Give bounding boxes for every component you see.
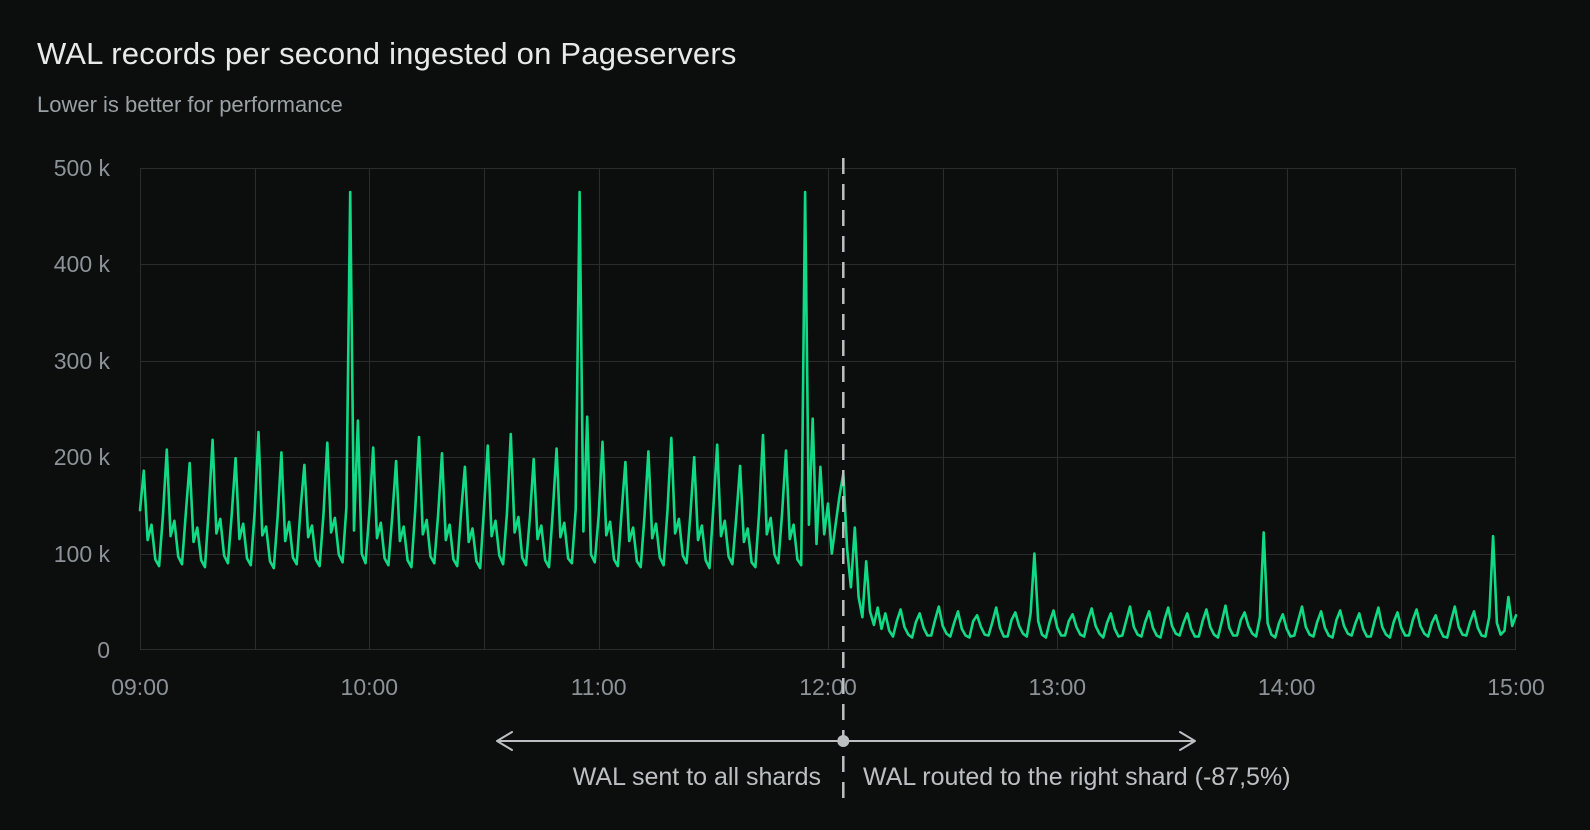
y-tick-label: 500 k [53,155,110,181]
x-tick-label: 11:00 [570,674,627,700]
plot-area [138,158,1518,800]
x-tick-label: 09:00 [111,674,169,700]
annotation-left-label: WAL sent to all shards [572,763,821,791]
y-tick-label: 100 k [53,540,110,567]
x-tick-label: 14:00 [1257,674,1316,700]
y-tick-label: 300 k [53,347,110,374]
y-tick-label: 200 k [53,444,110,471]
x-tick-label: 15:00 [1487,674,1545,700]
arrowhead-right-icon [1179,731,1196,751]
wal-series-line [138,190,1518,639]
annotation-right-label: WAL routed to the right shard (-87,5%) [863,763,1291,791]
x-tick-label: 13:00 [1028,674,1087,700]
x-tick-label: 12:00 [799,674,857,700]
annotation-arrow [496,731,1196,751]
chart-subtitle: Lower is better for performance [37,92,343,117]
divider-dot-icon [837,735,850,747]
gridlines [140,168,1516,650]
arrowhead-left-icon [496,731,513,751]
chart-title: WAL records per second ingested on Pages… [37,36,737,71]
y-tick-label: 0 [97,637,110,663]
y-tick-label: 400 k [53,251,110,278]
plot-border [140,168,1516,650]
x-tick-label: 10:00 [340,674,399,700]
